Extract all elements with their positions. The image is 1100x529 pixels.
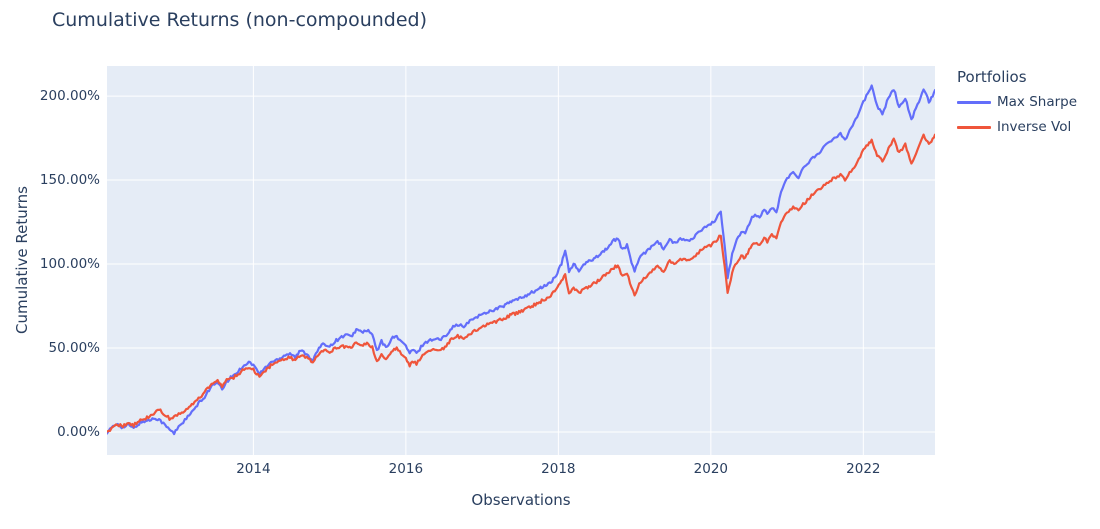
legend-item-inverse-vol[interactable]: Inverse Vol (957, 119, 1077, 135)
y-tick-label: 100.00% (39, 256, 100, 273)
legend-title: Portfolios (957, 68, 1027, 86)
plot-canvas[interactable] (107, 66, 935, 455)
x-tick-label: 2020 (693, 461, 729, 477)
chart-title: Cumulative Returns (non-compounded) (52, 9, 428, 31)
plot-area[interactable] (107, 66, 935, 455)
y-tick-label: 200.00% (39, 88, 100, 105)
x-axis-title: Observations (471, 491, 571, 509)
x-tick-label: 2018 (541, 461, 576, 477)
legend: Portfolios Max Sharpe Inverse Vol (957, 68, 1077, 144)
y-tick-label: 0.00% (57, 423, 100, 440)
legend-item-label: Inverse Vol (997, 119, 1072, 135)
y-tick-label: 150.00% (39, 172, 100, 189)
legend-line-swatch (957, 125, 991, 129)
legend-line-swatch (957, 100, 991, 104)
x-tick-label: 2014 (236, 461, 271, 477)
y-tick-label: 50.00% (48, 340, 100, 356)
legend-item-max-sharpe[interactable]: Max Sharpe (957, 94, 1077, 110)
legend-item-label: Max Sharpe (997, 94, 1078, 110)
series-line-inverse-vol[interactable] (107, 133, 935, 433)
x-tick-label: 2022 (846, 461, 881, 477)
series-line-max-sharpe[interactable] (107, 84, 935, 436)
x-tick-label: 2016 (388, 461, 424, 477)
